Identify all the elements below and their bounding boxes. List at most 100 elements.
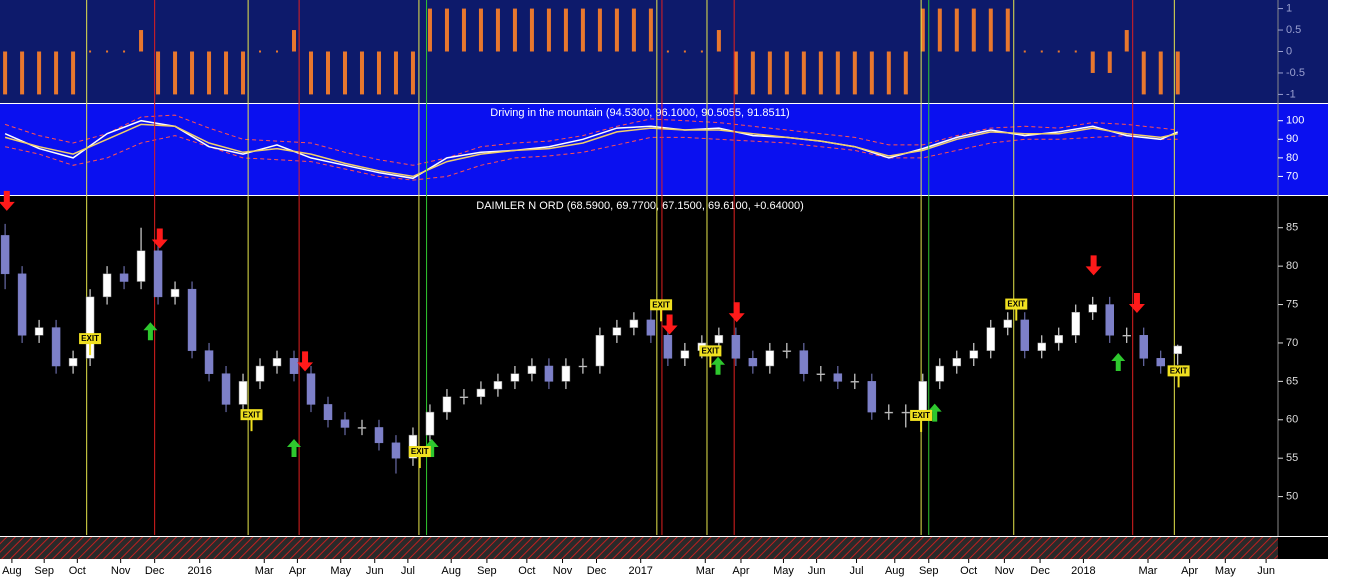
bar bbox=[631, 8, 636, 52]
candle-body bbox=[85, 296, 95, 359]
y-tick-label: 70 bbox=[1286, 170, 1298, 182]
bar bbox=[512, 8, 517, 52]
x-tick-label: 2016 bbox=[187, 565, 211, 577]
candle-body bbox=[493, 381, 503, 390]
series-line bbox=[4, 114, 1178, 166]
candle-body bbox=[68, 358, 78, 367]
bar bbox=[359, 51, 364, 95]
y-tick-label: 50 bbox=[1286, 490, 1298, 502]
candle-body bbox=[646, 319, 656, 336]
candle-body bbox=[425, 411, 435, 436]
x-tick-label: 2018 bbox=[1071, 565, 1095, 577]
candle-body bbox=[663, 335, 673, 359]
x-tick-label: Jun bbox=[366, 565, 384, 577]
candle-body bbox=[34, 327, 44, 336]
candle-body bbox=[765, 350, 775, 367]
bar-dot bbox=[1074, 50, 1077, 53]
y-tick-label: -0.5 bbox=[1286, 67, 1305, 79]
y-tick-label: 70 bbox=[1286, 337, 1298, 349]
candle-body bbox=[612, 327, 622, 336]
exit-label: EXIT bbox=[912, 411, 930, 420]
y-tick-label: 85 bbox=[1286, 222, 1298, 234]
x-tick-label: Mar bbox=[1139, 565, 1158, 577]
bar bbox=[903, 51, 908, 95]
buy-arrow bbox=[143, 322, 158, 341]
x-tick-label: Mar bbox=[255, 565, 274, 577]
exit-box bbox=[1005, 298, 1028, 310]
exit-box bbox=[910, 409, 933, 421]
candle-body bbox=[884, 411, 894, 414]
exit-label: EXIT bbox=[411, 447, 429, 456]
bar bbox=[444, 8, 449, 52]
bar bbox=[852, 51, 857, 95]
bar bbox=[563, 8, 568, 52]
exit-label: EXIT bbox=[701, 347, 719, 356]
price-title: DAIMLER N ORD (68.5900, 69.7700, 67.1500… bbox=[476, 200, 803, 212]
bar bbox=[1158, 51, 1163, 95]
bar bbox=[988, 8, 993, 52]
y-tick-label: 55 bbox=[1286, 452, 1298, 464]
x-tick-label: Oct bbox=[518, 565, 535, 577]
x-tick-label: Mar bbox=[696, 565, 715, 577]
x-tick-label: Sep bbox=[477, 565, 497, 577]
candle-body bbox=[986, 327, 996, 351]
x-tick-label: Dec bbox=[1030, 565, 1050, 577]
exit-box bbox=[650, 299, 673, 311]
bar bbox=[546, 8, 551, 52]
candle-body bbox=[595, 335, 605, 367]
bar bbox=[597, 8, 602, 52]
y-tick-label: 90 bbox=[1286, 133, 1298, 145]
bar bbox=[20, 51, 25, 95]
bar bbox=[427, 8, 432, 52]
candle-body bbox=[476, 388, 486, 397]
x-tick-label: May bbox=[330, 565, 351, 577]
x-tick-label: Jul bbox=[850, 565, 864, 577]
bar bbox=[139, 30, 144, 52]
x-tick-label: Apr bbox=[732, 565, 749, 577]
bar bbox=[818, 51, 823, 95]
candle-body bbox=[17, 273, 27, 336]
bar bbox=[207, 51, 212, 95]
x-tick-label: Apr bbox=[1181, 565, 1198, 577]
candle-body bbox=[799, 350, 809, 374]
candle-body bbox=[459, 396, 469, 398]
candle-body bbox=[221, 373, 231, 405]
exit-box bbox=[240, 409, 263, 421]
candle-body bbox=[731, 335, 741, 359]
bar bbox=[1175, 51, 1180, 95]
candle-body bbox=[935, 365, 945, 382]
y-tick-label: 80 bbox=[1286, 152, 1298, 164]
x-tick-label: Aug bbox=[2, 565, 22, 577]
exit-box bbox=[699, 345, 722, 357]
bar bbox=[716, 30, 721, 52]
candle-body bbox=[544, 365, 554, 382]
bar bbox=[54, 51, 59, 95]
exit-box bbox=[79, 333, 102, 345]
candle-body bbox=[901, 411, 911, 414]
sell-arrow bbox=[1128, 292, 1145, 313]
bar bbox=[937, 8, 942, 52]
candle-body bbox=[1173, 345, 1182, 355]
exit-label: EXIT bbox=[243, 410, 261, 419]
x-tick-label: Oct bbox=[960, 565, 977, 577]
bar bbox=[835, 51, 840, 95]
candle-body bbox=[51, 327, 61, 367]
bar bbox=[173, 51, 178, 95]
bar bbox=[376, 51, 381, 95]
candle-body bbox=[867, 381, 877, 413]
y-tick-label: 65 bbox=[1286, 375, 1298, 387]
candle-body bbox=[136, 250, 146, 282]
bar bbox=[1005, 8, 1010, 52]
candle-body bbox=[510, 373, 520, 382]
bar bbox=[529, 8, 534, 52]
candle-body bbox=[561, 365, 571, 382]
candle-body bbox=[306, 373, 316, 405]
bar-dot bbox=[89, 50, 92, 53]
candle-body bbox=[1156, 358, 1165, 367]
candle-body bbox=[952, 358, 962, 367]
x-tick-label: Jun bbox=[1257, 565, 1275, 577]
candle-body bbox=[442, 396, 452, 413]
candle-body bbox=[850, 381, 860, 383]
candle-body bbox=[1139, 335, 1148, 359]
